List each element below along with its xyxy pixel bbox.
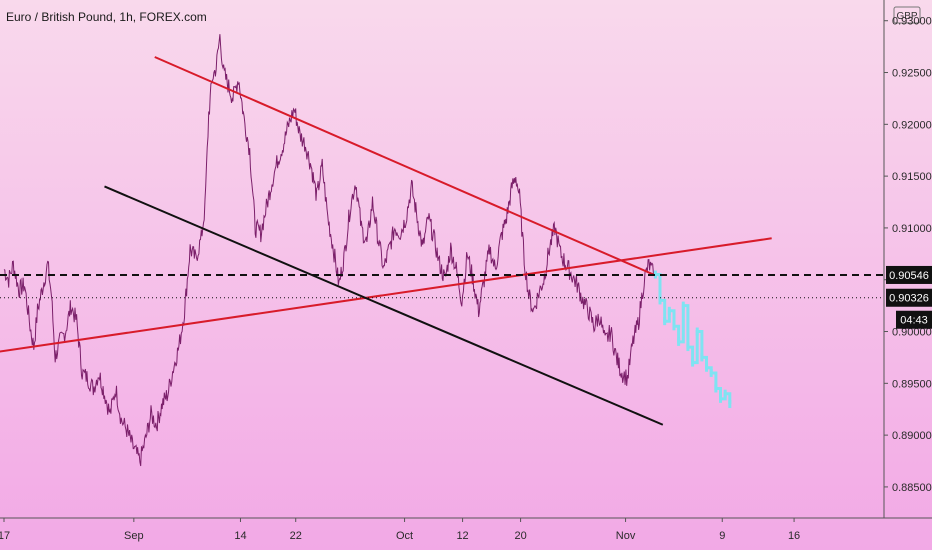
countdown-badge bbox=[896, 310, 932, 329]
chart-title: Euro / British Pound, 1h, FOREX.com bbox=[6, 10, 207, 24]
y-tick-label: 0.89000 bbox=[892, 430, 932, 442]
x-tick-label: 20 bbox=[514, 530, 526, 542]
last-price-badge bbox=[886, 288, 932, 307]
level-price-badge bbox=[886, 265, 932, 284]
x-tick-label: 16 bbox=[788, 530, 800, 542]
x-tick-label: 22 bbox=[290, 530, 302, 542]
y-tick-label: 0.92500 bbox=[892, 68, 932, 80]
y-tick-label: 0.92000 bbox=[892, 119, 932, 131]
projection-bar bbox=[728, 400, 732, 409]
y-tick-label: 0.91500 bbox=[892, 171, 932, 183]
price-series bbox=[3, 34, 654, 467]
projection-bar bbox=[714, 384, 718, 393]
projection-bar bbox=[667, 306, 671, 315]
y-tick-label: 0.89500 bbox=[892, 378, 932, 390]
projection-bar bbox=[709, 368, 713, 377]
descending-channel-bottom-line[interactable] bbox=[104, 185, 664, 426]
level-price-badge-text: 0.90546 bbox=[889, 270, 929, 282]
y-tick-label: 0.91000 bbox=[892, 223, 932, 235]
x-tick-label: 12 bbox=[456, 530, 468, 542]
projection-bar bbox=[663, 317, 667, 326]
projection-bar bbox=[681, 301, 685, 310]
y-tick-label: 0.88500 bbox=[892, 482, 932, 494]
x-tick-label: 9 bbox=[719, 530, 725, 542]
countdown-text: 04:43 bbox=[900, 315, 928, 327]
descending-resistance-line[interactable] bbox=[154, 56, 654, 276]
currency-label: GBP bbox=[896, 11, 917, 22]
currency-box bbox=[893, 6, 921, 24]
projection-bar bbox=[719, 394, 723, 403]
y-tick-label: 0.90000 bbox=[892, 327, 932, 339]
projection-bar bbox=[672, 322, 676, 331]
projection-bar bbox=[677, 337, 681, 346]
y-tick-label: 0.93000 bbox=[892, 16, 932, 28]
projection-bar bbox=[723, 389, 727, 398]
projection-bar bbox=[695, 327, 699, 336]
projection-bar bbox=[691, 358, 695, 367]
projection-bar bbox=[705, 363, 709, 372]
projection-bar bbox=[686, 343, 690, 352]
projection-bar bbox=[700, 353, 704, 362]
rising-support-line[interactable] bbox=[0, 237, 772, 353]
x-tick-label: Oct bbox=[396, 530, 413, 542]
x-tick-label: 14 bbox=[234, 530, 246, 542]
last-price-badge-text: 0.90326 bbox=[889, 293, 929, 305]
x-tick-label: 17 bbox=[0, 530, 10, 542]
x-tick-label: Sep bbox=[124, 530, 144, 542]
projection-bar bbox=[653, 270, 657, 279]
x-tick-label: Nov bbox=[616, 530, 636, 542]
projection-bar bbox=[658, 296, 662, 305]
